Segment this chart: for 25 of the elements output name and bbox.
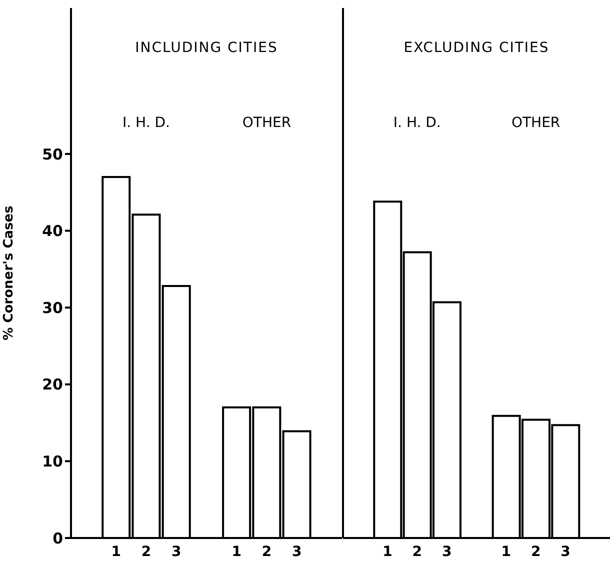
annotation: I. H. D. [122, 115, 171, 131]
x-tick-label: 2 [530, 544, 541, 560]
x-tick-label: 3 [172, 544, 182, 560]
x-tick-label: 1 [111, 544, 122, 560]
annotation: I. H. D. [392, 115, 442, 131]
text: EXCLUDING CITIES [402, 40, 550, 56]
x-tick-label: 1 [382, 544, 392, 560]
annotation: OTHER [241, 115, 292, 131]
x-tick-label: 2 [412, 544, 422, 560]
y-tick-label: 20 [42, 376, 63, 394]
x-tick-label: 3 [292, 544, 302, 560]
x-tick-label: 3 [442, 544, 452, 560]
y-tick-label: 10 [42, 452, 63, 471]
text: INCLUDING CITIES [134, 40, 279, 56]
x-tick-label: 3 [560, 544, 570, 560]
y-axis-title: % Coroner's Cases [2, 205, 17, 340]
annotation: OTHER [510, 115, 562, 131]
x-tick-label: 2 [262, 544, 272, 560]
y-tick-label: 50 [42, 145, 63, 164]
x-tick-label: 2 [141, 544, 152, 560]
y-tick-label: 0 [52, 529, 63, 548]
x-tick-label: 1 [232, 544, 242, 560]
y-tick-label: 30 [42, 298, 63, 317]
x-tick-label: 1 [501, 544, 512, 560]
y-tick-label: 40 [42, 222, 63, 240]
